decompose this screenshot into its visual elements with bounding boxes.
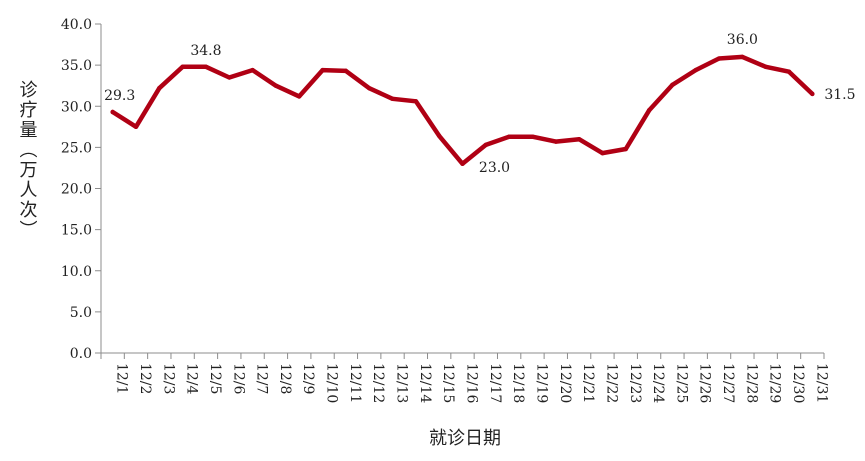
data-label: 34.8 (190, 43, 221, 59)
data-point (530, 134, 535, 139)
x-tick-label: 12/30 (790, 363, 806, 403)
data-point (413, 99, 419, 104)
data-point (250, 67, 255, 73)
y-tick-label: 20.0 (61, 182, 92, 198)
y-tick-label: 40.0 (61, 17, 92, 33)
series-line (110, 54, 815, 167)
x-tick-label: 12/26 (697, 363, 713, 403)
x-tick-label: 12/19 (533, 363, 549, 403)
x-tick-label: 12/15 (440, 363, 456, 403)
axes: 0.05.010.015.020.025.030.035.040.012/1 12… (61, 17, 830, 403)
y-tick-label: 10.0 (61, 264, 92, 280)
y-tick-label: 5.0 (70, 305, 92, 321)
x-tick-label: 12/6 (230, 363, 246, 395)
x-tick-label: 12/10 (324, 363, 340, 403)
data-point (460, 161, 465, 167)
x-axis-title: 就诊日期 (429, 428, 501, 449)
x-tick-label: 12/22 (603, 363, 619, 403)
x-tick-label: 12/5 (207, 363, 223, 394)
x-tick-label: 12/24 (650, 363, 666, 403)
data-point (227, 75, 232, 80)
data-point (763, 64, 768, 69)
data-point (506, 134, 512, 139)
data-point (716, 56, 722, 61)
y-tick-label: 35.0 (61, 58, 92, 74)
data-point (810, 91, 815, 97)
data-label: 36.0 (727, 32, 758, 48)
data-point (343, 68, 349, 74)
series-layer (110, 54, 815, 167)
data-point (180, 64, 185, 69)
data-point (693, 67, 698, 73)
x-tick-label: 12/17 (487, 363, 503, 403)
data-point (133, 124, 139, 130)
x-tick-label: 12/25 (673, 363, 689, 403)
data-point (320, 67, 325, 73)
x-tick-label: 12/28 (743, 363, 759, 403)
x-tick-label: 12/20 (557, 363, 573, 403)
y-tick-label: 15.0 (61, 223, 92, 239)
data-point (297, 94, 302, 99)
x-tick-label: 12/13 (394, 363, 410, 403)
x-tick-label: 12/8 (277, 363, 293, 394)
y-axis-title: 诊疗量（万人次） (17, 80, 38, 240)
data-point (110, 109, 115, 115)
x-tick-label: 12/18 (510, 363, 526, 403)
data-label: 29.3 (104, 88, 135, 104)
x-tick-label: 12/9 (300, 363, 316, 394)
x-tick-label: 12/16 (464, 363, 480, 403)
x-tick-label: 12/2 (137, 363, 153, 394)
y-tick-label: 30.0 (61, 99, 92, 115)
data-point (576, 136, 582, 142)
y-tick-label: 0.0 (70, 346, 92, 362)
data-labels: 29.3 34.8 23.0 36.0 31.5 (104, 32, 855, 176)
x-tick-label: 12/3 (160, 363, 176, 394)
x-tick-label: 12/12 (370, 363, 386, 403)
data-point (670, 82, 675, 88)
x-tick-label: 12/14 (417, 363, 433, 403)
x-tick-label: 12/29 (767, 363, 783, 403)
data-point (646, 108, 652, 113)
data-point (600, 150, 605, 156)
x-tick-label: 12/21 (580, 363, 596, 403)
data-point (623, 146, 628, 152)
data-label: 31.5 (824, 87, 855, 103)
x-tick-label: 12/11 (347, 363, 363, 403)
data-label: 23.0 (479, 160, 510, 176)
x-tick-label: 12/31 (813, 363, 829, 403)
data-point (436, 133, 442, 139)
data-point (273, 83, 279, 88)
data-point (483, 142, 489, 148)
data-point (203, 64, 209, 69)
x-tick-label: 12/4 (184, 363, 200, 395)
x-tick-label: 12/7 (254, 363, 270, 394)
x-tick-label: 12/23 (627, 363, 643, 403)
data-point (553, 139, 558, 144)
x-tick-label: 12/1 (114, 363, 130, 394)
x-tick-label: 12/27 (720, 363, 736, 403)
data-point (786, 69, 792, 74)
data-point (390, 96, 395, 102)
data-point (157, 85, 162, 91)
data-point (740, 54, 745, 60)
y-tick-label: 25.0 (61, 140, 92, 156)
data-point (367, 85, 372, 91)
